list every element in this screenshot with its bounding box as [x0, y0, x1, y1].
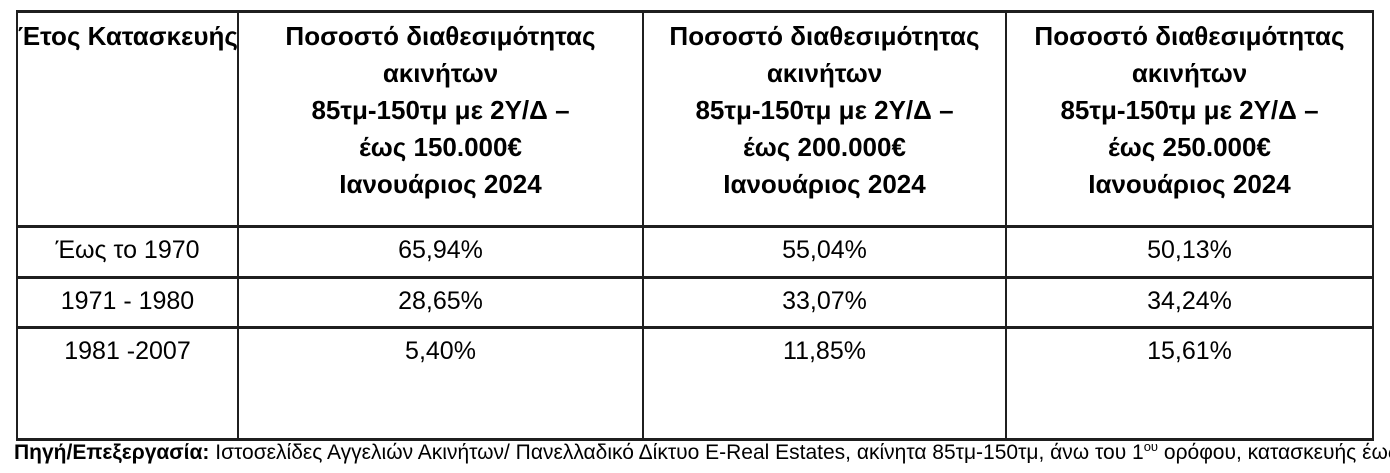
- row-label-cell: Έως το 1970: [16, 225, 239, 279]
- value-cell: 34,24%: [1005, 276, 1374, 329]
- value-cell: 11,85%: [642, 326, 1007, 441]
- source-note-text: Ιστοσελίδες Αγγελιών Ακινήτων/ Πανελλαδι…: [215, 441, 1144, 464]
- value-cell: 50,13%: [1005, 225, 1374, 279]
- value-cell: 15,61%: [1005, 326, 1374, 441]
- header-cell-150k: Ποσοστό διαθεσιμότητας ακινήτων 85τμ-150…: [237, 10, 644, 228]
- source-note-superscript: ου: [1143, 439, 1159, 454]
- source-note: Πηγή/Επεξεργασία: Ιστοσελίδες Αγγελιών Α…: [14, 440, 1390, 466]
- header-cell-250k: Ποσοστό διαθεσιμότητας ακινήτων 85τμ-150…: [1005, 10, 1374, 228]
- value-cell: 33,07%: [642, 276, 1007, 329]
- table-row: 1971 - 1980 28,65% 33,07% 34,24%: [16, 276, 1374, 329]
- header-cell-200k: Ποσοστό διαθεσιμότητας ακινήτων 85τμ-150…: [642, 10, 1007, 228]
- value-cell: 55,04%: [642, 225, 1007, 279]
- availability-table: Έτος Κατασκευής Ποσοστό διαθεσιμότητας α…: [16, 10, 1374, 441]
- table-row: Έως το 1970 65,94% 55,04% 50,13%: [16, 225, 1374, 279]
- source-note-label: Πηγή/Επεξεργασία:: [14, 441, 210, 464]
- header-cell-year: Έτος Κατασκευής: [16, 10, 239, 228]
- table-row: 1981 -2007 5,40% 11,85% 15,61%: [16, 326, 1374, 441]
- source-note-text: ορόφου, κατασκευής έως το 2007: [1163, 441, 1390, 464]
- value-cell: 5,40%: [237, 326, 644, 441]
- header-row: Έτος Κατασκευής Ποσοστό διαθεσιμότητας α…: [16, 10, 1374, 228]
- row-label-cell: 1981 -2007: [16, 326, 239, 441]
- value-cell: 65,94%: [237, 225, 644, 279]
- value-cell: 28,65%: [237, 276, 644, 329]
- row-label-cell: 1971 - 1980: [16, 276, 239, 329]
